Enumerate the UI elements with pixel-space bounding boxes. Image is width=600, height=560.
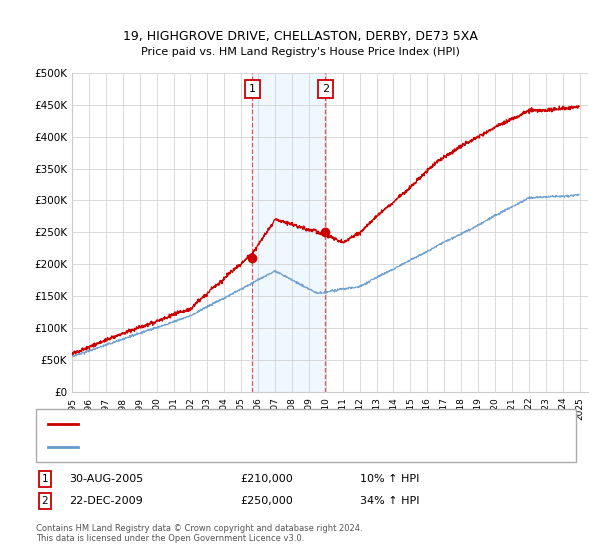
Text: 30-AUG-2005: 30-AUG-2005 (69, 474, 143, 484)
Text: 19, HIGHGROVE DRIVE, CHELLASTON, DERBY, DE73 5XA: 19, HIGHGROVE DRIVE, CHELLASTON, DERBY, … (122, 30, 478, 43)
Text: £210,000: £210,000 (240, 474, 293, 484)
Text: HPI: Average price, detached house, City of Derby: HPI: Average price, detached house, City… (81, 442, 326, 452)
Text: 2: 2 (41, 496, 49, 506)
Text: 19, HIGHGROVE DRIVE, CHELLASTON, DERBY, DE73 5XA (detached house): 19, HIGHGROVE DRIVE, CHELLASTON, DERBY, … (81, 419, 447, 429)
Text: Contains HM Land Registry data © Crown copyright and database right 2024.
This d: Contains HM Land Registry data © Crown c… (36, 524, 362, 543)
Text: £250,000: £250,000 (240, 496, 293, 506)
Text: Price paid vs. HM Land Registry's House Price Index (HPI): Price paid vs. HM Land Registry's House … (140, 46, 460, 57)
Text: 1: 1 (41, 474, 49, 484)
Text: 2: 2 (322, 84, 329, 94)
Text: 10% ↑ HPI: 10% ↑ HPI (360, 474, 419, 484)
Text: 22-DEC-2009: 22-DEC-2009 (69, 496, 143, 506)
Text: 1: 1 (249, 84, 256, 94)
Text: 34% ↑ HPI: 34% ↑ HPI (360, 496, 419, 506)
Bar (253, 73, 325, 392)
